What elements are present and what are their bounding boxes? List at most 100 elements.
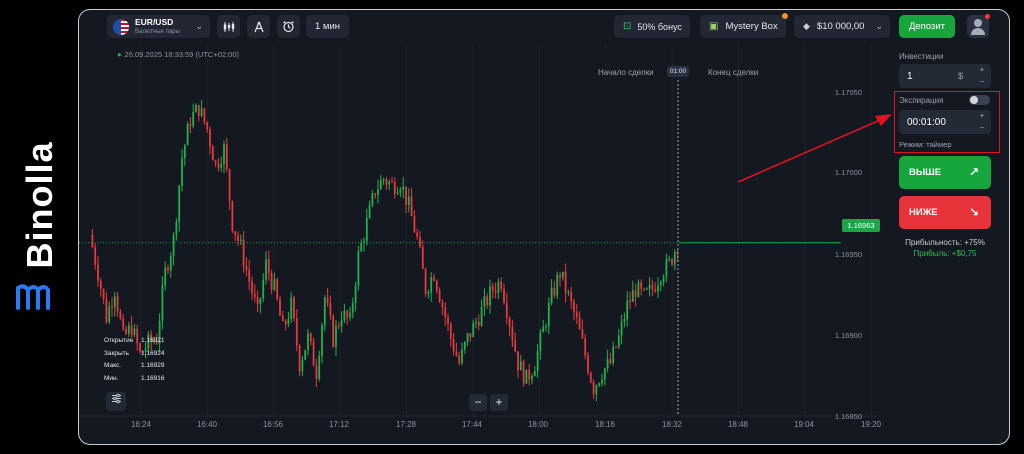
candle [228,168,231,210]
candle [477,314,480,331]
candle [433,273,435,282]
mystery-box-button[interactable]: ▣ Mystery Box [700,13,788,38]
candle [382,177,385,185]
candle [169,252,172,278]
candle [388,179,391,191]
candle [323,295,326,332]
increase-investment-button[interactable]: + [979,65,985,74]
server-time: ● 26.09.2025 18:33:59 (UTC+02:00) [117,50,239,59]
candle [407,188,410,213]
bonus-button[interactable]: ⊡ 50% бонус [614,15,690,38]
candle [248,260,251,291]
candle [648,276,651,297]
candle [270,269,273,295]
asset-selector[interactable]: EUR/USD Валютные пары ⌄ [107,15,210,38]
time-tick: 17:12 [328,420,350,429]
candle [273,272,276,292]
time-tick: 18:48 [727,420,749,429]
candle [181,149,183,192]
zoom-out-button[interactable]: − [469,394,487,411]
timeframe-selector[interactable]: 1 мин [306,15,349,38]
candle [363,237,365,252]
candle [458,351,461,366]
drawing-button[interactable] [247,15,270,38]
candle [514,332,517,353]
balance-value: $10 000,00 [816,21,865,32]
candle [130,316,133,338]
candle [335,319,337,357]
candle [189,117,192,133]
candle [612,341,615,366]
candle [606,349,609,373]
candle [483,288,486,317]
candle [379,174,382,190]
investment-value: 1 [907,71,913,82]
timer-button[interactable] [277,15,300,38]
balance-selector[interactable]: ◆ $10 000,00 ⌄ [794,15,890,38]
candle [158,313,161,353]
candle [545,323,547,332]
time-tick: 16:56 [262,420,284,429]
candle [340,311,343,333]
decrease-investment-button[interactable]: − [979,77,985,86]
candle [522,359,525,387]
candle [643,287,645,291]
candle [416,228,419,240]
candle [609,352,612,365]
candle [374,192,377,199]
candle [153,336,155,345]
candle [197,104,200,122]
expiration-toggle[interactable] [969,95,990,105]
chart-settings-button[interactable] [106,392,126,411]
candles-button[interactable] [217,15,240,38]
candle [211,144,214,161]
candle [365,208,368,246]
timer-icon [283,21,294,33]
lower-button[interactable]: НИЖЕ ↘ [899,196,991,229]
candle [441,298,444,316]
candle [251,276,253,301]
candle [136,324,139,351]
candle [245,257,248,277]
higher-button[interactable]: ВЫШЕ ↗ [899,156,991,189]
candle [463,341,466,354]
candle [489,279,491,314]
investment-input[interactable]: 1 $ + − [899,64,991,88]
candle [293,295,295,322]
candle [491,282,494,299]
candle [234,230,237,242]
profitability-text: Прибыльность: +75% [905,238,985,247]
candle [150,329,153,351]
candle [133,323,136,338]
candle [645,287,648,291]
candlestick-chart[interactable] [79,44,879,445]
time-tick: 19:04 [793,420,815,429]
avatar[interactable] [967,14,990,38]
candle [469,333,472,342]
candle [287,311,290,328]
ohlc-readout: Открытие 1.16921 Закрыть 1.16924 Макс. 1.16… [104,337,165,382]
user-icon [974,19,982,27]
candle [318,350,321,382]
price-tick: 1.17000 [834,168,862,177]
candle [584,333,587,360]
candle [595,384,598,402]
candle [256,290,259,313]
candles-icon [223,21,234,32]
candle [486,293,489,310]
expiration-mode: Режим: таймер [899,140,952,149]
expiration-label: Экспирация [899,96,944,105]
deposit-button[interactable]: Депозит [899,15,955,38]
decrease-expiration-button[interactable]: − [979,123,985,132]
candle [561,271,564,281]
candle [657,277,659,299]
candle [259,297,262,314]
increase-expiration-button[interactable]: + [979,111,985,120]
expiration-input[interactable]: 00:01:00 + − [899,110,991,134]
eu-us-flag-icon [113,18,129,35]
asset-name: EUR/USD [135,16,174,27]
candle [430,272,433,302]
candle [399,186,402,198]
zoom-in-button[interactable]: + [490,394,508,411]
candle [195,103,197,113]
